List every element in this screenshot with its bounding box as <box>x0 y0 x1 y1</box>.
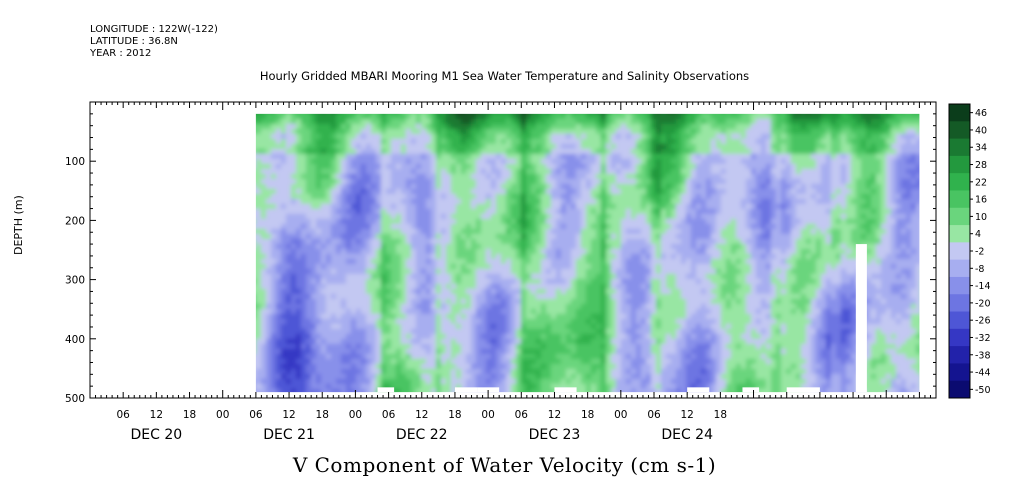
x-axis-ticks: 06 12 18 00 06 12 18 00 06 12 18 00 06 12 18 00 06 12 18DE… <box>89 102 937 443</box>
colorbar-label: -32 <box>975 333 991 344</box>
x-tick-label: 00 <box>216 409 229 421</box>
x-axis-label: V Component of Water Velocity (cm s-1) <box>292 453 717 477</box>
colorbar-label: -26 <box>975 316 991 327</box>
y-axis-label: DEPTH (m) <box>12 195 25 255</box>
heatmap-field <box>255 113 920 393</box>
colorbar-label: 16 <box>975 195 987 206</box>
colorbar-label: -2 <box>975 247 984 258</box>
colorbar-label: 34 <box>975 143 987 154</box>
data-gaps <box>855 244 867 393</box>
x-tick-label: 06 <box>647 409 661 421</box>
colorbar-swatch <box>949 328 970 347</box>
x-tick-label: 18 <box>448 409 461 421</box>
colorbar-label: 46 <box>975 108 987 119</box>
x-tick-label: 12 <box>282 409 295 421</box>
x-tick-label: 00 <box>349 409 362 421</box>
colorbar-label: 22 <box>975 177 987 188</box>
colorbar-swatch <box>949 363 970 382</box>
x-tick-label: 06 <box>116 409 130 421</box>
colorbar: 46 40 34 28 22 16 10 4 -2 -8 -14 -20 -26 -32 -38 -44 -50 <box>948 103 991 399</box>
y-tick-label: 200 <box>65 215 85 227</box>
x-tick-label: 12 <box>415 409 428 421</box>
colorbar-swatch <box>949 311 970 330</box>
colorbar-swatch <box>949 242 970 261</box>
colorbar-swatch <box>949 294 970 313</box>
colorbar-swatch <box>949 207 970 226</box>
colorbar-swatch <box>949 276 970 295</box>
x-day-label: DEC 23 <box>529 427 581 443</box>
x-tick-label: 06 <box>382 409 396 421</box>
y-tick-label: 100 <box>65 156 85 168</box>
colorbar-label: -50 <box>975 385 991 396</box>
colorbar-swatch <box>949 346 970 364</box>
colorbar-swatch <box>949 380 970 399</box>
x-tick-label: 18 <box>714 409 727 421</box>
colorbar-label: -14 <box>975 281 991 292</box>
colorbar-label: -44 <box>975 368 991 379</box>
data-gap <box>855 244 867 393</box>
x-day-label: DEC 22 <box>396 427 448 443</box>
plot-frame <box>89 101 937 399</box>
x-day-label: DEC 24 <box>661 427 713 443</box>
y-tick-label: 300 <box>65 275 85 287</box>
x-tick-label: 00 <box>481 409 494 421</box>
x-tick-label: 12 <box>680 409 693 421</box>
colorbar-label: 28 <box>975 160 987 171</box>
colorbar-label: 4 <box>975 229 981 240</box>
colorbar-label: 40 <box>975 125 987 136</box>
colorbar-swatch <box>949 173 970 191</box>
colorbar-label: -38 <box>975 350 991 361</box>
x-day-label: DEC 21 <box>263 427 315 443</box>
colorbar-label: 10 <box>975 212 987 223</box>
chart-title: Hourly Gridded MBARI Mooring M1 Sea Wate… <box>259 69 750 83</box>
x-tick-label: 18 <box>316 409 329 421</box>
x-tick-label: 00 <box>614 409 627 421</box>
x-tick-label: 18 <box>183 409 196 421</box>
x-tick-label: 06 <box>515 409 529 421</box>
colorbar-swatch <box>949 155 970 174</box>
colorbar-swatch <box>949 138 970 157</box>
colorbar-swatch <box>949 259 970 278</box>
y-axis-ticks: 100 200 300 400 500 <box>65 101 936 405</box>
longitude-label: LONGITUDE : 122W(-122) <box>90 24 218 35</box>
y-tick-label: 500 <box>65 393 85 405</box>
x-day-label: DEC 20 <box>131 427 183 443</box>
x-tick-label: 12 <box>548 409 561 421</box>
colorbar-swatch <box>949 225 970 243</box>
colorbar-swatch <box>949 190 970 209</box>
latitude-label: LATITUDE : 36.8N <box>90 36 178 47</box>
x-tick-label: 12 <box>150 409 163 421</box>
x-tick-label: 18 <box>581 409 594 421</box>
colorbar-swatch <box>949 104 970 122</box>
colorbar-label: -20 <box>975 298 991 309</box>
x-tick-label: 06 <box>249 409 263 421</box>
colorbar-label: -8 <box>975 264 984 275</box>
year-label: YEAR : 2012 <box>90 48 152 59</box>
colorbar-swatch <box>949 121 970 140</box>
y-tick-label: 400 <box>65 334 85 346</box>
